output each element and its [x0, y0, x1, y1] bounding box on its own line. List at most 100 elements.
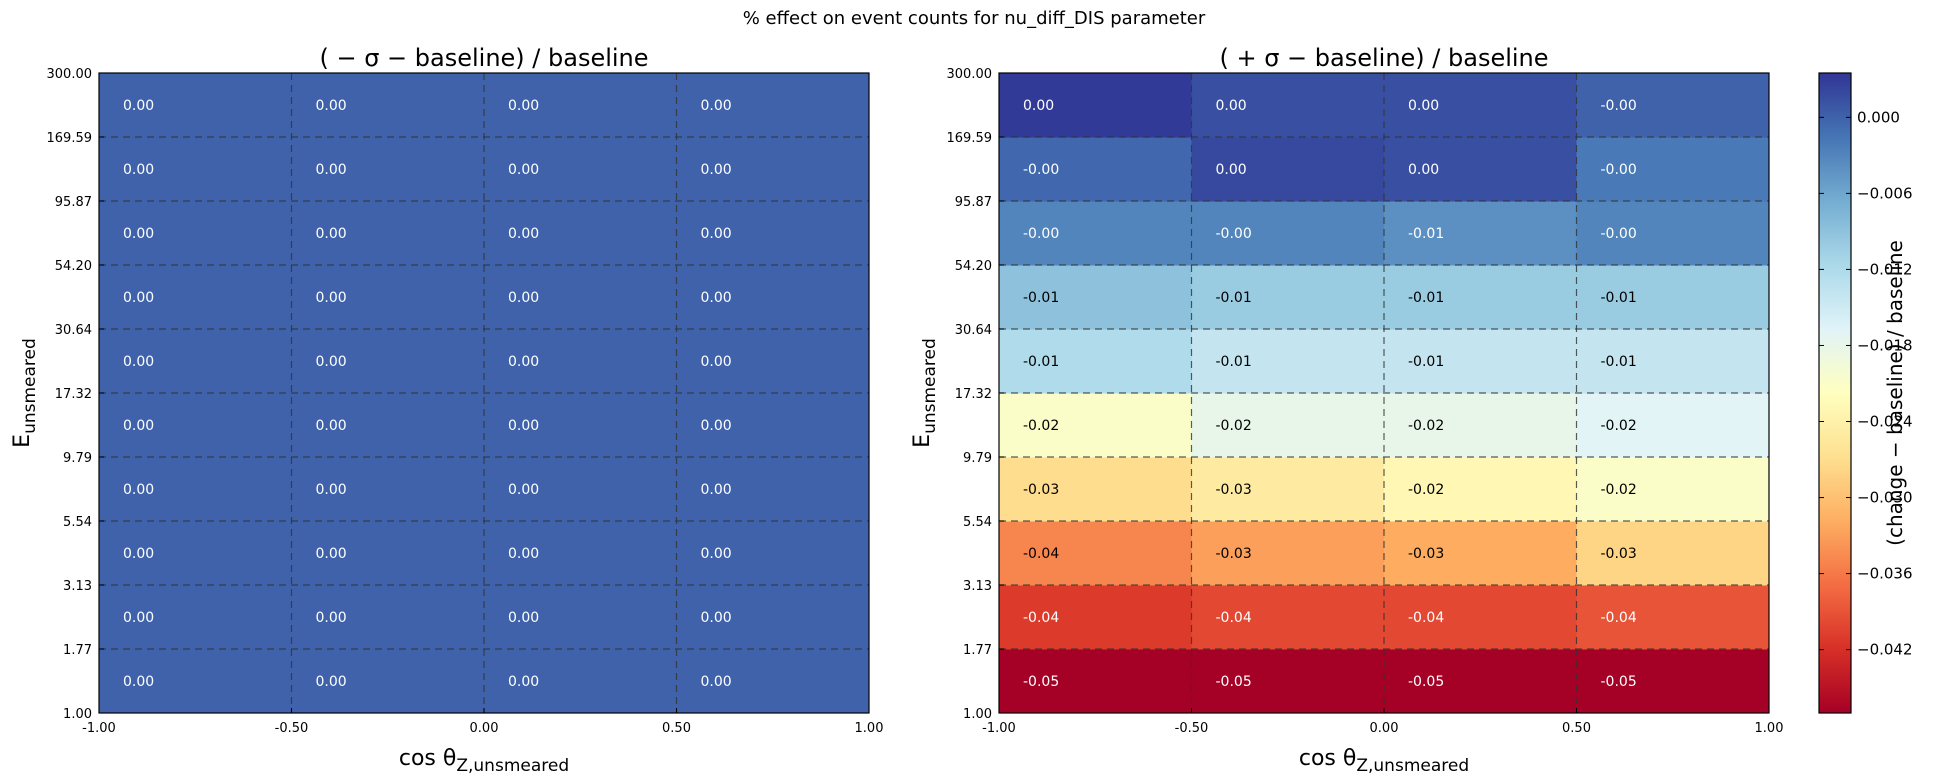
y-tick-label: 54.20 [55, 259, 92, 274]
cell-label: 0.00 [316, 162, 347, 178]
heatmap-cell [484, 137, 677, 202]
heatmap-cell [1576, 73, 1770, 138]
heatmap-cell [999, 585, 1192, 650]
heatmap-cell [484, 73, 677, 138]
y-tick-label: 5.54 [63, 515, 92, 530]
cell-label: -0.04 [1023, 546, 1059, 562]
cell-label: 0.00 [508, 354, 539, 370]
y-tick-label: 9.79 [963, 451, 992, 466]
cell-label: 0.00 [508, 610, 539, 626]
heatmap-cell [484, 201, 677, 266]
cell-label: -0.02 [1023, 418, 1059, 434]
heatmap-cell [99, 457, 292, 522]
cell-label: -0.04 [1601, 610, 1637, 626]
cell-label: -0.05 [1601, 674, 1637, 690]
heatmap-panel-1: 0.00 0.00 0.00 0.00 0.00 0.00 0.00 0.00 0.00 0.00… [10, 44, 883, 776]
panel-title: ( − σ − baseline) / baseline [319, 44, 648, 72]
cell-label: -0.00 [1023, 226, 1059, 242]
heatmap-cell [291, 585, 485, 650]
cell-label: -0.02 [1216, 418, 1252, 434]
x-tick-label: -1.00 [82, 721, 116, 736]
cell-label: -0.01 [1216, 290, 1252, 306]
colorbar: 0.000 −0.006 −0.012 −0.018 −0.024 −0.030 −0.03… [1818, 72, 1913, 714]
heatmap-cell [1384, 457, 1577, 522]
heatmap-cell [1576, 649, 1770, 714]
heatmap-cell [1576, 137, 1770, 202]
cell-label: 0.00 [123, 290, 154, 306]
heatmap-cell [484, 265, 677, 330]
cell-label: 0.00 [1408, 162, 1439, 178]
cell-label: -0.05 [1408, 674, 1444, 690]
heatmap-cell [1384, 393, 1577, 458]
cell-label: 0.00 [123, 98, 154, 114]
cell-label: 0.00 [701, 674, 732, 690]
heatmap-cell [291, 457, 485, 522]
cell-label: -0.01 [1023, 354, 1059, 370]
cell-label: -0.01 [1601, 354, 1637, 370]
colorbar-tick-label: −0.018 [1857, 336, 1913, 354]
cell-label: 0.00 [701, 162, 732, 178]
cell-label: -0.02 [1408, 418, 1444, 434]
y-tick-label: 1.00 [63, 707, 92, 722]
cell-label: -0.03 [1023, 482, 1059, 498]
heatmap-cell [291, 265, 485, 330]
heatmap-cell [999, 649, 1192, 714]
heatmap-cell [1191, 329, 1385, 394]
heatmap-cell [99, 201, 292, 266]
heatmap-cell [1576, 265, 1770, 330]
y-tick-label: 300.00 [947, 67, 993, 82]
heatmap-cell [999, 457, 1192, 522]
cell-label: -0.00 [1216, 226, 1252, 242]
y-tick-label: 17.32 [955, 387, 992, 402]
y-tick-label: 5.54 [963, 515, 992, 530]
x-tick-label: 0.50 [662, 721, 691, 736]
cell-label: -0.05 [1216, 674, 1252, 690]
cell-label: 0.00 [701, 610, 732, 626]
y-tick-label: 17.32 [55, 387, 92, 402]
y-axis-label: Eunsmeared [10, 338, 40, 448]
heatmap-cell [999, 521, 1192, 586]
heatmap-cell [1384, 73, 1577, 138]
heatmap-cell [1384, 137, 1577, 202]
cell-label: 0.00 [701, 226, 732, 242]
heatmap-cell [99, 521, 292, 586]
cell-label: 0.00 [508, 418, 539, 434]
x-tick-label: 1.00 [1755, 721, 1784, 736]
heatmap-cell [676, 585, 870, 650]
cell-label: -0.02 [1601, 418, 1637, 434]
cell-label: 0.00 [316, 674, 347, 690]
heatmap-cell [1576, 393, 1770, 458]
heatmap-cell [99, 329, 292, 394]
heatmap-panel-2: -0.05 -0.05 -0.05 -0.05 -0.04 -0.04 -0.04 -0.04… [910, 44, 1783, 776]
heatmap-cell [1576, 457, 1770, 522]
cell-label: 0.00 [123, 226, 154, 242]
cell-label: 0.00 [1216, 162, 1247, 178]
heatmap-cell [99, 73, 292, 138]
heatmap-cell [676, 137, 870, 202]
heatmap-cell [484, 393, 677, 458]
heatmap-cell [99, 585, 292, 650]
cell-label: 0.00 [316, 98, 347, 114]
cell-label: 0.00 [1023, 98, 1054, 114]
cell-label: 0.00 [123, 162, 154, 178]
colorbar-tick-label: −0.024 [1857, 413, 1913, 431]
y-tick-label: 1.77 [63, 643, 92, 658]
x-tick-label: 0.00 [470, 721, 499, 736]
cell-label: -0.01 [1408, 354, 1444, 370]
heatmap-cell [484, 649, 677, 714]
heatmap-cell [1191, 457, 1385, 522]
cell-label: -0.01 [1216, 354, 1252, 370]
heatmap-cell [1576, 521, 1770, 586]
heatmap-cell [1384, 201, 1577, 266]
colorbar-tick-label: −0.006 [1857, 184, 1913, 202]
cell-label: -0.00 [1601, 226, 1637, 242]
heatmap-cell [676, 201, 870, 266]
cell-label: -0.00 [1023, 162, 1059, 178]
cell-label: -0.01 [1408, 226, 1444, 242]
cell-label: 0.00 [123, 418, 154, 434]
y-tick-label: 169.59 [47, 131, 93, 146]
heatmap-cell [1191, 137, 1385, 202]
heatmap-cell [1191, 201, 1385, 266]
heatmap-cell [1191, 73, 1385, 138]
cell-label: 0.00 [508, 98, 539, 114]
